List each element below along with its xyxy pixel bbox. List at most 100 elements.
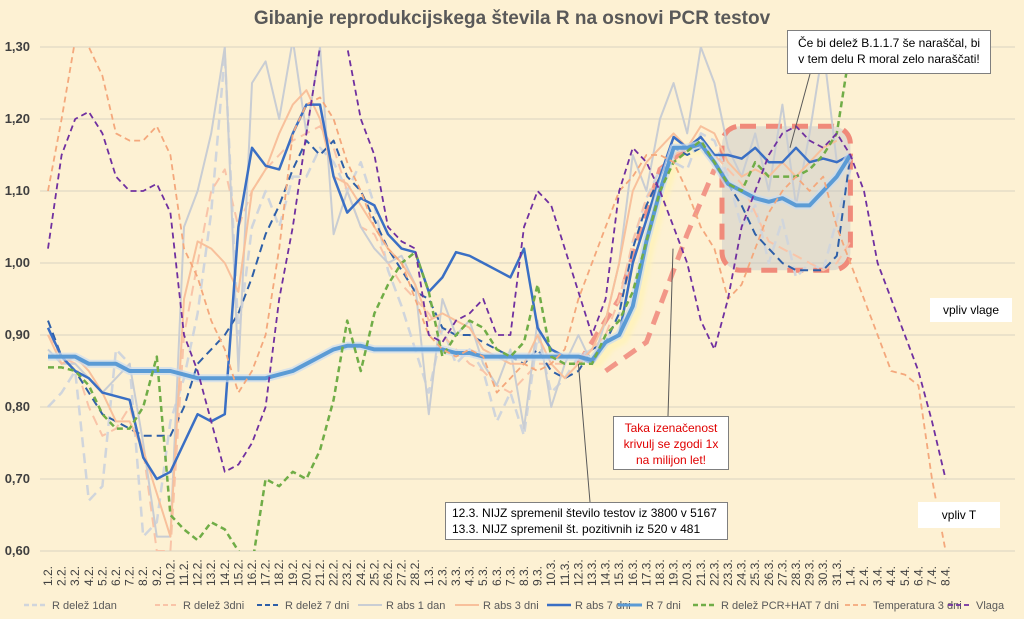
- legend-label-5: R abs 7 dni: [575, 600, 631, 612]
- x-tick-label: 9.2.: [150, 566, 164, 586]
- x-tick-label: 1.4.: [843, 566, 857, 586]
- x-tick-label: 12.2.: [191, 559, 205, 586]
- legend-label-1: R delež 3dni: [183, 600, 244, 612]
- x-tick-label: 11.3.: [558, 560, 572, 586]
- x-tick-label: 6.3.: [490, 566, 504, 586]
- series-line-0: [47, 52, 852, 538]
- x-tick-label: 10.2.: [163, 559, 177, 586]
- legend-label-3: R abs 1 dan: [386, 600, 445, 612]
- x-tick-label: 3.4.: [871, 566, 885, 586]
- x-tick-label: 7.2.: [123, 566, 137, 586]
- x-axis: 1.2. 2.2. 3.2. 4.2. 5.2. 6.2. 7.2. 8.2. 9.2. 10.2…: [41, 559, 953, 586]
- label-vpliv-vlage-text: vpliv vlage: [942, 303, 1000, 317]
- x-tick-label: 29.3.: [803, 559, 817, 586]
- x-tick-label: 26.3.: [762, 559, 776, 586]
- x-tick-label: 17.3.: [639, 559, 653, 586]
- annotation-red-note: Taka izenačenost krivulj se zgodi 1x na …: [613, 416, 729, 470]
- x-tick-label: 17.2.: [259, 559, 273, 586]
- gridlines: [40, 46, 1015, 552]
- legend-label-2: R delež 7 dni: [285, 600, 349, 612]
- x-tick-label: 5.4.: [898, 566, 912, 586]
- x-tick-label: 28.3.: [789, 559, 803, 586]
- y-tick-label: 1,20: [5, 111, 30, 126]
- annotation-bottom-note: 12.3. NIJZ spremenil število testov iz 3…: [445, 502, 728, 540]
- x-tick-label: 11.2.: [177, 560, 191, 586]
- x-tick-label: 7.3.: [503, 566, 517, 586]
- legend-label-0: R delež 1dan: [52, 600, 117, 612]
- x-tick-label: 12.3.: [571, 559, 585, 586]
- label-vpliv-vlage: vpliv vlage: [930, 298, 1012, 322]
- legend-label-9: Vlaga: [976, 600, 1005, 612]
- x-tick-label: 16.2.: [245, 559, 259, 586]
- legend-label-4: R abs 3 dni: [483, 600, 539, 612]
- x-tick-label: 6.2.: [109, 566, 123, 586]
- x-tick-label: 23.2.: [340, 559, 354, 586]
- legend: R delež 1dan R delež 3dni R delež 7 dni R a…: [24, 600, 1005, 612]
- x-tick-label: 15.2.: [231, 559, 245, 586]
- callout-pointers: [577, 73, 811, 503]
- x-tick-label: 19.3.: [667, 559, 681, 586]
- x-tick-label: 1.2.: [41, 566, 55, 586]
- x-tick-label: 4.4.: [884, 566, 898, 586]
- x-tick-label: 28.2.: [408, 559, 422, 586]
- chart-title: Gibanje reprodukcijskega števila R na os…: [254, 8, 771, 29]
- x-tick-label: 24.3.: [735, 559, 749, 586]
- annotation-red-note-text: Taka izenačenost krivulj se zgodi 1x na …: [623, 421, 719, 467]
- y-tick-label: 1,30: [5, 39, 30, 54]
- annotation-bottom-line2: 13.3. NIJZ spremenil št. pozitivnih iz 5…: [452, 522, 701, 536]
- x-tick-label: 23.3.: [721, 559, 735, 586]
- x-tick-label: 18.2.: [272, 559, 286, 586]
- y-tick-label: 0,90: [5, 327, 30, 342]
- x-tick-label: 1.3.: [422, 566, 436, 586]
- x-tick-label: 25.3.: [748, 559, 762, 586]
- x-tick-label: 9.3.: [531, 566, 545, 586]
- x-tick-label: 4.2.: [82, 566, 96, 586]
- x-tick-label: 3.3.: [449, 566, 463, 586]
- x-tick-label: 13.3.: [585, 559, 599, 586]
- x-tick-label: 8.2.: [136, 566, 150, 586]
- series-line-6: [48, 142, 853, 381]
- x-tick-label: 20.2.: [299, 559, 313, 586]
- x-tick-label: 21.3.: [694, 559, 708, 586]
- series-line-4: [47, 89, 838, 538]
- x-tick-label: 4.3.: [463, 566, 477, 586]
- x-tick-label: 24.2.: [354, 559, 368, 586]
- x-tick-label: 8.3.: [517, 566, 531, 586]
- x-tick-label: 26.2.: [381, 559, 395, 586]
- x-tick-label: 20.3.: [680, 559, 694, 586]
- x-tick-label: 16.3.: [626, 559, 640, 586]
- x-tick-label: 22.2.: [327, 559, 341, 586]
- label-vpliv-t: vpliv T: [918, 502, 1000, 528]
- annotation-top-right-text: Če bi delež B.1.1.7 še naraščal, bi v te…: [797, 36, 981, 66]
- pointer-top: [789, 73, 811, 148]
- highlight-band: [578, 140, 723, 369]
- x-tick-label: 31.3.: [830, 559, 844, 586]
- x-tick-label: 5.2.: [95, 566, 109, 586]
- legend-label-7: R delež PCR+HAT 7 dni: [721, 600, 839, 612]
- x-tick-label: 7.4.: [925, 566, 939, 586]
- highlight-dash-1: [576, 145, 689, 366]
- x-tick-label: 13.2.: [204, 559, 218, 586]
- x-tick-label: 3.2.: [68, 566, 82, 586]
- annotation-top-right: Če bi delež B.1.1.7 še naraščal, bi v te…: [787, 30, 991, 74]
- y-axis: 0,60 0,70 0,80 0,90 1,00 1,10 1,20 1,30: [5, 39, 30, 558]
- x-tick-label: 15.3.: [612, 559, 626, 586]
- x-tick-label: 2.4.: [857, 566, 871, 586]
- y-tick-label: 1,00: [5, 255, 30, 270]
- highlight-dash-2: [604, 168, 717, 374]
- pointer-bottom: [577, 363, 591, 503]
- x-tick-label: 2.2.: [55, 566, 69, 586]
- series-lines: [46, 47, 947, 551]
- y-tick-label: 1,10: [5, 183, 30, 198]
- series-line-3: [47, 47, 838, 538]
- x-tick-label: 18.3.: [653, 559, 667, 586]
- x-tick-label: 2.3.: [435, 566, 449, 586]
- x-tick-label: 27.3.: [775, 559, 789, 586]
- y-tick-label: 0,80: [5, 399, 30, 414]
- y-tick-label: 0,60: [5, 543, 30, 558]
- x-tick-label: 8.4.: [939, 566, 953, 586]
- series-line-8: [47, 47, 947, 551]
- x-tick-label: 22.3.: [707, 559, 721, 586]
- x-tick-label: 6.4.: [911, 566, 925, 586]
